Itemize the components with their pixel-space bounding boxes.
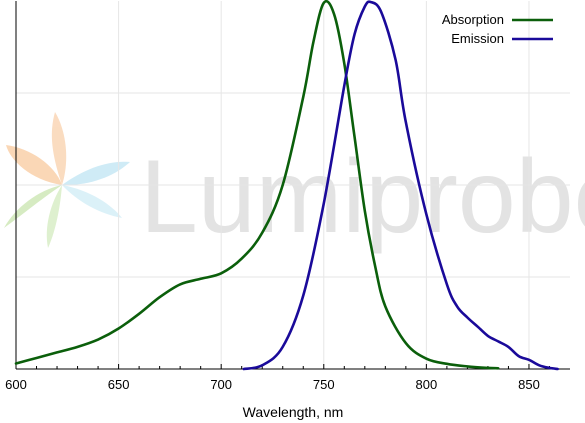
x-tick-label-700: 700	[210, 377, 232, 392]
series-lines	[14, 0, 559, 371]
x-tick-label-850: 850	[518, 377, 540, 392]
x-tick-labels: 600 650 700 750 800 850	[5, 377, 540, 392]
series-line-emission	[242, 0, 559, 371]
x-tick-label-750: 750	[313, 377, 335, 392]
series-line-absorption	[14, 0, 500, 370]
axes	[15, 1, 570, 370]
x-axis-title: Wavelength, nm	[243, 404, 344, 420]
logo-petal-green	[4, 185, 62, 228]
logo-petal-blue	[62, 161, 130, 186]
logo-petal-orange-2	[51, 112, 67, 185]
legend: Absorption Emission	[442, 12, 553, 46]
legend-label-emission: Emission	[451, 31, 504, 46]
x-tick-label-600: 600	[5, 377, 27, 392]
x-tick-label-800: 800	[416, 377, 438, 392]
watermark-logo	[4, 112, 130, 248]
x-tick-label-650: 650	[108, 377, 130, 392]
logo-petal-orange	[6, 145, 62, 185]
grid	[15, 1, 570, 369]
logo-petal-green-2	[46, 185, 62, 248]
legend-label-absorption: Absorption	[442, 12, 504, 27]
logo-petal-blue-2	[62, 185, 122, 218]
